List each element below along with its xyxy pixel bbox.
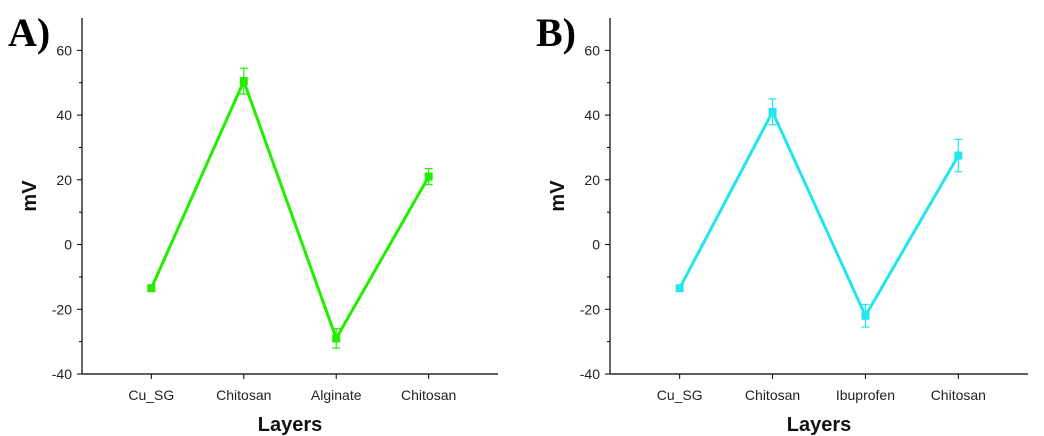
y-tick-label: 60 — [584, 42, 600, 58]
y-tick-label: -20 — [580, 301, 600, 317]
x-axis-title: Layers — [258, 414, 323, 436]
x-tick-label: Chitosan — [931, 387, 986, 403]
y-tick-label: 40 — [56, 107, 72, 123]
data-point — [239, 77, 248, 86]
y-axis-title: mV — [19, 180, 41, 212]
x-tick-label: Cu_SG — [657, 387, 703, 403]
data-point — [332, 334, 341, 343]
series-line — [678, 108, 960, 320]
x-tick-label: Ibuprofen — [836, 387, 895, 403]
data-point — [768, 107, 777, 116]
y-tick-label: 0 — [64, 237, 72, 253]
data-point — [861, 311, 870, 320]
x-tick-label: Cu_SG — [128, 387, 174, 403]
y-axis-title: mV — [547, 180, 569, 212]
x-tick-label: Chitosan — [401, 387, 456, 403]
data-point — [424, 172, 433, 181]
x-tick-label: Chitosan — [216, 387, 271, 403]
y-tick-label: -20 — [52, 301, 72, 317]
panel-label: A) — [8, 10, 50, 55]
panel-label: B) — [536, 10, 576, 55]
x-tick-label: Alginate — [311, 387, 362, 403]
y-tick-label: -40 — [52, 366, 72, 382]
y-tick-label: 40 — [584, 107, 600, 123]
data-point — [147, 284, 156, 293]
panel-a: A) -40 -20 0 20 40 60 Cu_SG Chitosan Alginate Chit… — [8, 10, 498, 436]
y-tick-label: 0 — [592, 237, 600, 253]
y-tick-label: 60 — [56, 42, 72, 58]
panel-b: B) -40 -20 0 20 40 60 Cu_SG Chitosan Ibuprofen Chi… — [536, 10, 1028, 436]
y-tick-label: 20 — [584, 172, 600, 188]
series-line — [149, 77, 430, 342]
x-axis-title: Layers — [787, 414, 852, 436]
data-point — [675, 284, 684, 293]
x-tick-label: Chitosan — [745, 387, 800, 403]
data-point — [954, 151, 963, 160]
y-tick-label: 20 — [56, 172, 72, 188]
y-tick-label: -40 — [580, 366, 600, 382]
